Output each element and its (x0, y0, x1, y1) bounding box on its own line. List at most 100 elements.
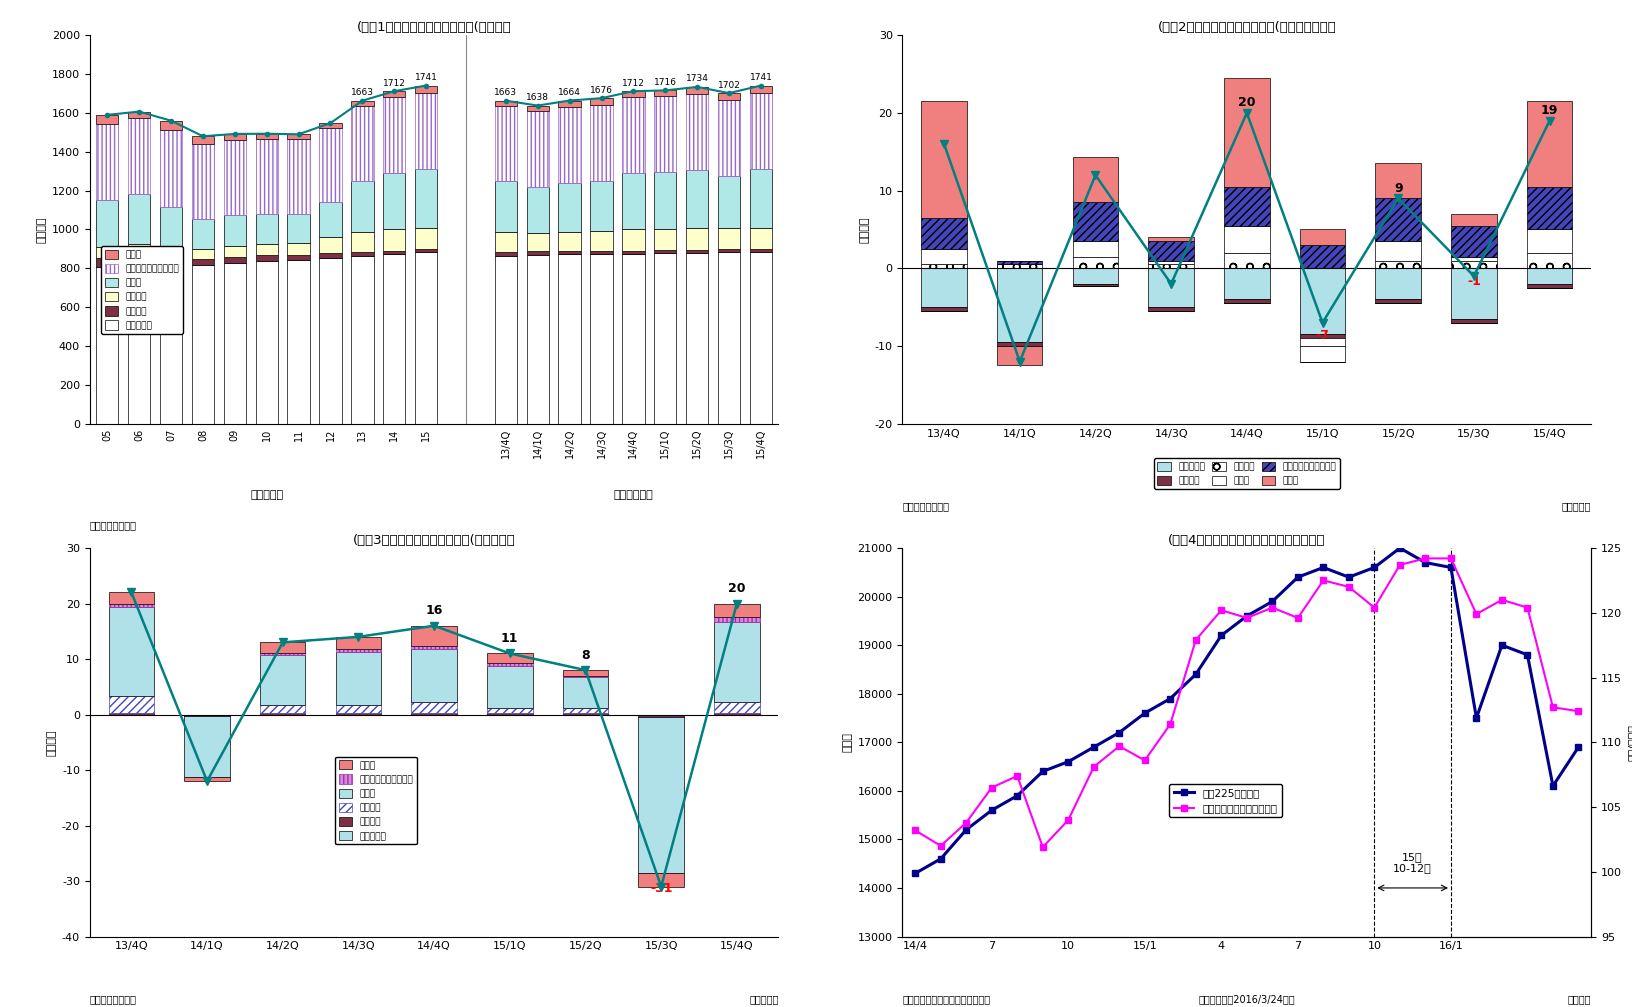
Text: 20: 20 (1239, 96, 1255, 109)
Bar (749, 169, 772, 228)
Text: 20: 20 (728, 582, 746, 595)
Text: 16: 16 (426, 604, 442, 617)
Bar (415, 249, 437, 252)
Bar (527, 233, 548, 251)
Bar (563, 676, 609, 678)
Bar (256, 261, 277, 424)
Text: 19: 19 (1541, 104, 1559, 117)
Text: 8: 8 (581, 649, 589, 662)
Bar (715, 622, 759, 702)
Bar (922, 307, 966, 311)
Bar (411, 625, 457, 646)
Bar (224, 134, 246, 140)
Bar (384, 92, 405, 97)
Bar (622, 254, 645, 424)
Bar (320, 123, 341, 128)
Bar (718, 253, 741, 424)
Bar (715, 603, 759, 617)
Text: （四半期）: （四半期） (749, 995, 778, 1005)
Bar (654, 91, 676, 96)
Bar (1528, 102, 1572, 186)
Bar (1451, 226, 1497, 257)
Bar (351, 233, 374, 252)
Bar (320, 258, 341, 424)
Bar (256, 134, 277, 139)
Bar (527, 251, 548, 255)
Text: （暦年末）: （暦年末） (250, 489, 284, 499)
Bar (718, 93, 741, 100)
Bar (193, 259, 214, 266)
Bar (1376, 163, 1421, 198)
Bar (320, 201, 341, 237)
Bar (415, 93, 437, 169)
Bar (127, 194, 150, 244)
Bar (160, 121, 183, 130)
Bar (922, 265, 966, 268)
Bar (1528, 230, 1572, 253)
Bar (922, 102, 966, 218)
Bar (320, 128, 341, 201)
Title: (図袆3）　家計の金融資産残高(時価変動）: (図袆3） 家計の金融資産残高(時価変動） (353, 534, 516, 547)
Title: (図袆4）　株価と為替の推移（月次終値）: (図袆4） 株価と為替の推移（月次終値） (1169, 534, 1325, 547)
Bar (591, 105, 612, 181)
Bar (256, 139, 277, 213)
Bar (193, 136, 214, 144)
Bar (1149, 268, 1195, 307)
Bar (922, 249, 966, 265)
Bar (256, 245, 277, 255)
Bar (527, 255, 548, 424)
Bar (1528, 186, 1572, 230)
Text: 1702: 1702 (718, 81, 741, 90)
Bar (558, 107, 581, 182)
Bar (411, 650, 457, 702)
Bar (591, 98, 612, 105)
Bar (411, 713, 457, 715)
Bar (320, 253, 341, 258)
Text: 1664: 1664 (558, 88, 581, 97)
Bar (1072, 157, 1118, 202)
Bar (527, 187, 548, 233)
Bar (1224, 78, 1270, 186)
Bar (922, 218, 966, 249)
Text: 1716: 1716 (654, 78, 677, 87)
Bar (351, 106, 374, 181)
Bar (1376, 198, 1421, 241)
Bar (287, 255, 310, 260)
Bar (591, 251, 612, 254)
Bar (1299, 338, 1345, 346)
Bar (749, 252, 772, 424)
Bar (336, 650, 382, 652)
Bar (563, 708, 609, 713)
Bar (287, 139, 310, 213)
Bar (718, 250, 741, 253)
Bar (384, 254, 405, 424)
Bar (184, 715, 230, 716)
Bar (749, 93, 772, 169)
Bar (685, 87, 708, 94)
Bar (384, 173, 405, 230)
Bar (1528, 268, 1572, 284)
Bar (997, 268, 1043, 342)
Bar (1072, 284, 1118, 286)
Bar (638, 717, 684, 873)
Bar (160, 206, 183, 247)
Bar (715, 713, 759, 715)
Bar (1376, 299, 1421, 303)
Bar (749, 228, 772, 249)
Bar (1149, 307, 1195, 311)
Bar (411, 646, 457, 650)
Bar (96, 199, 119, 248)
Bar (259, 713, 305, 715)
Text: （四半期末）: （四半期末） (614, 489, 653, 499)
Text: （資料）日本銀行: （資料）日本銀行 (90, 521, 137, 531)
Bar (224, 263, 246, 424)
Text: （資料）日本銀行: （資料）日本銀行 (902, 501, 950, 512)
Bar (997, 261, 1043, 265)
Bar (1149, 261, 1195, 265)
Bar (287, 243, 310, 255)
Bar (411, 702, 457, 713)
Bar (415, 86, 437, 93)
Bar (1072, 268, 1118, 284)
Bar (749, 86, 772, 93)
Bar (184, 716, 230, 777)
